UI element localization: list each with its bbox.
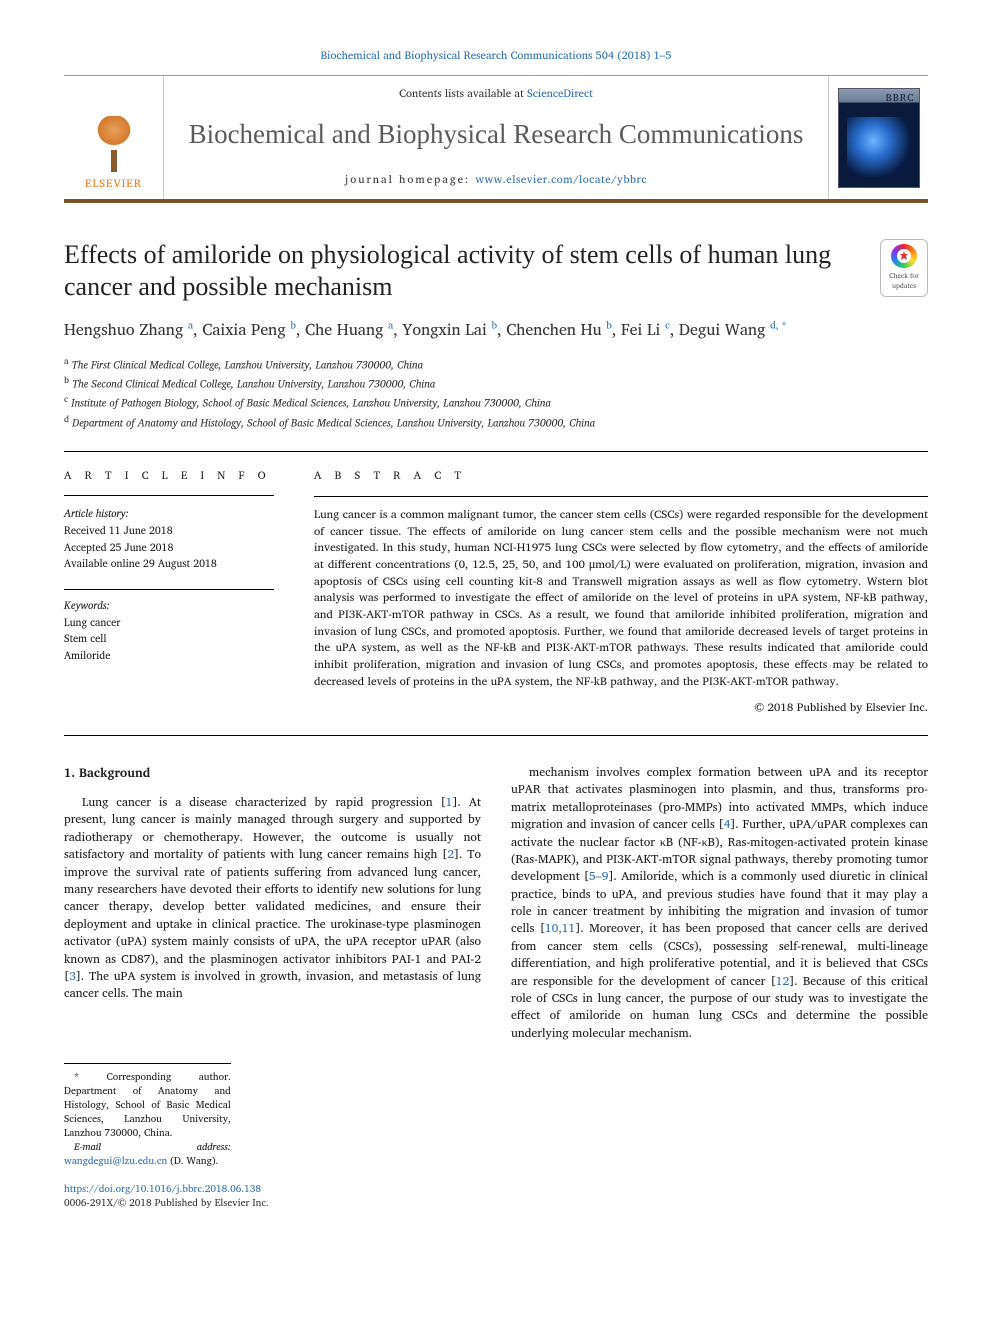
section-heading: 1. Background — [64, 764, 481, 782]
affiliation-list: a The First Clinical Medical College, La… — [64, 354, 864, 431]
homepage-link[interactable]: www.elsevier.com/locate/ybbrc — [475, 170, 647, 188]
rule — [64, 495, 274, 496]
cover-art-icon — [847, 117, 913, 177]
abstract-heading: A B S T R A C T — [314, 468, 928, 484]
keyword: Lung cancer — [64, 615, 274, 630]
rule — [64, 589, 274, 590]
keyword: Amiloride — [64, 648, 274, 663]
journal-banner: ELSEVIER Contents lists available at Sci… — [64, 75, 928, 203]
author-list: Hengshuo Zhang a, Caixia Peng b, Che Hua… — [64, 318, 864, 342]
email-attribution: (D. Wang). — [167, 1153, 218, 1169]
check-updates-label: Check for updates — [883, 272, 925, 292]
keywords-label: Keywords: — [64, 598, 274, 613]
check-updates-badge[interactable]: Check for updates — [880, 239, 928, 297]
corresponding-email-link[interactable]: wangdegui@lzu.edu.cn — [64, 1153, 167, 1169]
body-column-right: mechanism involves complex formation bet… — [511, 764, 928, 1211]
accepted-date: Accepted 25 June 2018 — [64, 540, 274, 555]
article-info-block: A R T I C L E I N F O Article history: R… — [64, 468, 274, 717]
footer-block: https://doi.org/10.1016/j.bbrc.2018.06.1… — [64, 1182, 481, 1211]
crossmark-mark-icon — [897, 249, 911, 263]
rule — [64, 735, 928, 736]
abstract-text: Lung cancer is a common malignant tumor,… — [314, 507, 928, 690]
article-title: Effects of amiloride on physiological ac… — [64, 239, 864, 304]
journal-cover-thumb[interactable] — [838, 88, 920, 188]
body-paragraph: mechanism involves complex formation bet… — [511, 764, 928, 1042]
footnote-block: * Corresponding author. Department of An… — [64, 1063, 231, 1168]
elsevier-tree-icon — [86, 116, 142, 172]
body-column-left: 1. Background Lung cancer is a disease c… — [64, 764, 481, 1211]
rule — [314, 496, 928, 497]
publisher-logo-cell: ELSEVIER — [64, 76, 164, 199]
contents-prefix: Contents lists available at — [399, 84, 527, 102]
homepage-label: journal homepage: — [345, 170, 475, 188]
body-paragraph: Lung cancer is a disease characterized b… — [64, 794, 481, 1003]
keyword: Stem cell — [64, 631, 274, 646]
abstract-copyright: © 2018 Published by Elsevier Inc. — [314, 700, 928, 717]
received-date: Received 11 June 2018 — [64, 523, 274, 538]
journal-name: Biochemical and Biophysical Research Com… — [172, 116, 820, 154]
body-columns: 1. Background Lung cancer is a disease c… — [64, 764, 928, 1211]
article-info-heading: A R T I C L E I N F O — [64, 468, 274, 483]
rule — [64, 451, 928, 452]
contents-available-line: Contents lists available at ScienceDirec… — [172, 86, 820, 101]
elsevier-logo[interactable]: ELSEVIER — [74, 101, 154, 191]
email-line: E-mail address: wangdegui@lzu.edu.cn (D.… — [64, 1140, 231, 1168]
online-date: Available online 29 August 2018 — [64, 556, 274, 571]
sciencedirect-link[interactable]: ScienceDirect — [527, 84, 593, 102]
abstract-block: A B S T R A C T Lung cancer is a common … — [314, 468, 928, 717]
crossmark-ring-icon — [891, 244, 917, 268]
history-label: Article history: — [64, 506, 274, 521]
journal-cover-cell — [828, 76, 928, 199]
elsevier-wordmark: ELSEVIER — [85, 176, 142, 191]
homepage-line: journal homepage: www.elsevier.com/locat… — [172, 172, 820, 187]
header-citation: Biochemical and Biophysical Research Com… — [64, 48, 928, 63]
corresponding-author-note: * Corresponding author. Department of An… — [64, 1070, 231, 1140]
issn-copyright: 0006-291X/© 2018 Published by Elsevier I… — [64, 1195, 269, 1211]
